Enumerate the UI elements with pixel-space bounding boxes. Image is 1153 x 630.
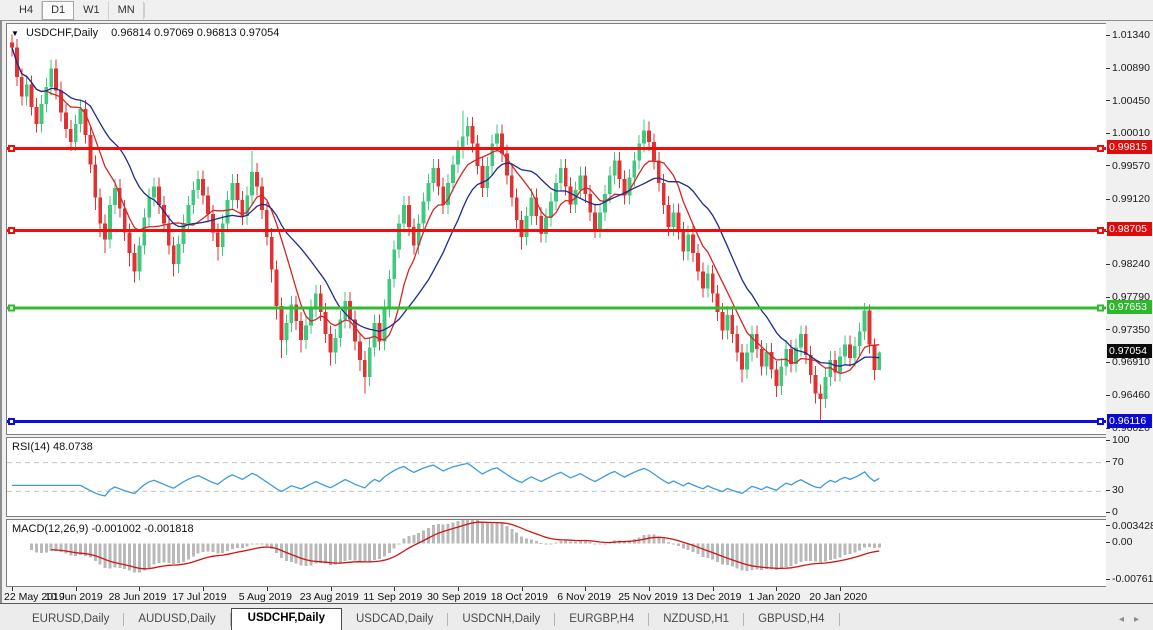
chart-tab-usdcad[interactable]: USDCAD,Daily — [355, 613, 434, 625]
price-tick: 0.97350 — [1106, 324, 1150, 337]
date-label: 11 Sep 2019 — [363, 591, 423, 603]
rsi-canvas[interactable] — [7, 438, 1107, 516]
price-badge-resistance-2: 0.98705 — [1107, 222, 1152, 237]
chart-tab-gbpusd[interactable]: GBPUSD,H4 — [758, 613, 825, 625]
price-tick: 0.98240 — [1106, 258, 1150, 271]
date-tick-mark — [203, 587, 205, 591]
macd-tick: 0.003428 — [1106, 520, 1153, 533]
tab-separator — [554, 613, 556, 626]
price-tick: 0.96460 — [1106, 389, 1150, 402]
price-badge-support-blue: 0.96116 — [1107, 413, 1152, 428]
rsi-pane[interactable]: RSI(14) 48.0738 — [6, 437, 1108, 517]
chart-window: ▼ USDCHF,Daily 0.96814 0.97069 0.96813 0… — [0, 20, 1153, 605]
date-tick-mark — [585, 587, 587, 591]
date-label: 28 Jun 2019 — [108, 591, 167, 603]
date-label: 23 Aug 2019 — [299, 591, 359, 603]
rsi-tick: 100 — [1106, 434, 1130, 447]
macd-tick: 0.00 — [1106, 536, 1132, 549]
price-tick: 1.01340 — [1106, 29, 1150, 42]
price-badge-current-price: 0.97054 — [1107, 344, 1152, 359]
date-label: 10 Jun 2019 — [44, 591, 103, 603]
tab-separator — [123, 613, 125, 626]
date-label: 20 Jan 2020 — [809, 591, 868, 603]
macd-pane[interactable]: MACD(12,26,9) -0.001002 -0.001818 — [6, 519, 1108, 587]
date-label: 30 Sep 2019 — [427, 591, 487, 603]
price-badge-support-green: 0.97653 — [1107, 300, 1152, 315]
symbol-dropdown-icon[interactable]: ▼ — [11, 29, 19, 38]
date-tick-mark — [712, 587, 714, 591]
macd-label: MACD(12,26,9) -0.001002 -0.001818 — [12, 523, 194, 535]
timeframe-button-h4[interactable]: H4 — [10, 0, 43, 20]
timeframe-button-w1[interactable]: W1 — [74, 0, 109, 20]
timeframe-button-mn[interactable]: MN — [109, 0, 144, 20]
price-tick: 1.00010 — [1106, 127, 1150, 140]
rsi-label: RSI(14) 48.0738 — [12, 441, 93, 453]
chart-tab-eurusd[interactable]: EURUSD,Daily — [32, 613, 110, 625]
rsi-tick: 0 — [1106, 506, 1118, 519]
tab-separator — [447, 613, 449, 626]
scroll-right-icon[interactable]: ▸ — [1133, 614, 1139, 625]
date-tick-mark — [330, 587, 332, 591]
toolbar-separator — [143, 2, 145, 18]
price-badge-resistance-1: 0.99815 — [1107, 140, 1152, 155]
date-label: 22 May 2019 — [4, 591, 65, 603]
date-label: 13 Dec 2019 — [681, 591, 742, 603]
date-tick-mark — [75, 587, 77, 591]
date-label: 25 Nov 2019 — [618, 591, 678, 603]
date-tick-mark — [457, 587, 459, 591]
rsi-tick: 30 — [1106, 484, 1124, 497]
tab-separator — [648, 613, 650, 626]
tab-separator — [743, 613, 745, 626]
date-tick-mark — [139, 587, 141, 591]
price-tick: 0.96910 — [1106, 356, 1150, 369]
date-label: 5 Aug 2019 — [238, 591, 292, 603]
price-tick: 1.00450 — [1106, 95, 1150, 108]
timeframe-toolbar: H4 D1 W1 MN — [0, 0, 1153, 20]
timeframe-button-d1[interactable]: D1 — [42, 0, 75, 20]
tab-separator — [838, 613, 840, 626]
chart-tab-eurgbp[interactable]: EURGBP,H4 — [569, 613, 635, 625]
date-tick-mark — [12, 587, 13, 591]
candlestick-canvas[interactable] — [7, 24, 1107, 434]
price-tick: 0.99120 — [1106, 193, 1150, 206]
rsi-tick: 70 — [1106, 456, 1124, 469]
date-tick-mark — [776, 587, 778, 591]
rsi-axis[interactable]: 100 70 30 0 — [1106, 434, 1153, 519]
date-label: 17 Jul 2019 — [172, 591, 227, 603]
scroll-left-icon[interactable]: ◂ — [1118, 614, 1124, 625]
chart-tab-audusd[interactable]: AUDUSD,Daily — [138, 613, 216, 625]
tab-scroll-controls: ◂ ▸ — [1119, 615, 1153, 630]
date-label: 1 Jan 2020 — [748, 591, 801, 603]
chart-tabs-bar: EURUSD,Daily AUDUSD,Daily USDCHF,Daily USDC… — [0, 603, 1153, 630]
chart-tabs-strip: EURUSD,Daily AUDUSD,Daily USDCHF,Daily USDC… — [0, 608, 1119, 630]
chart-tab-nzdusd[interactable]: NZDUSD,H1 — [663, 613, 730, 625]
price-axis-main[interactable]: 1.01340 1.00890 1.00450 1.00010 0.99570 0.991… — [1106, 23, 1153, 435]
price-tick: 0.99570 — [1106, 160, 1150, 173]
macd-canvas[interactable] — [7, 520, 1107, 586]
price-axis[interactable]: 1.01340 1.00890 1.00450 1.00010 0.99570 0.991… — [1106, 21, 1153, 605]
tab-separator — [229, 613, 231, 626]
date-label: 18 Oct 2019 — [490, 591, 549, 603]
date-tick-mark — [394, 587, 396, 591]
macd-tick: -0.007615 — [1106, 573, 1153, 586]
date-axis[interactable]: 22 May 2019 10 Jun 2019 28 Jun 2019 17 Jul … — [2, 587, 1108, 605]
price-tick: 1.00890 — [1106, 62, 1150, 75]
ohlc-quote: 0.96814 0.97069 0.96813 0.97054 — [111, 27, 280, 39]
chart-tab-usdchf[interactable]: USDCHF,Daily — [230, 608, 342, 630]
price-tick: 0.97790 — [1106, 291, 1150, 304]
date-tick-mark — [521, 587, 523, 591]
macd-axis[interactable]: 0.003428 0.00 -0.007615 — [1106, 519, 1153, 587]
date-tick-mark — [266, 587, 268, 591]
chart-header: ▼ USDCHF,Daily 0.96814 0.97069 0.96813 0… — [11, 27, 279, 39]
main-chart-pane[interactable]: ▼ USDCHF,Daily 0.96814 0.97069 0.96813 0… — [6, 23, 1108, 435]
date-label: 6 Nov 2019 — [557, 591, 612, 603]
date-tick-mark — [840, 587, 842, 591]
chart-tab-usdcnh[interactable]: USDCNH,Daily — [462, 613, 541, 625]
date-tick-mark — [649, 587, 650, 591]
symbol-title: USDCHF,Daily — [25, 27, 99, 39]
